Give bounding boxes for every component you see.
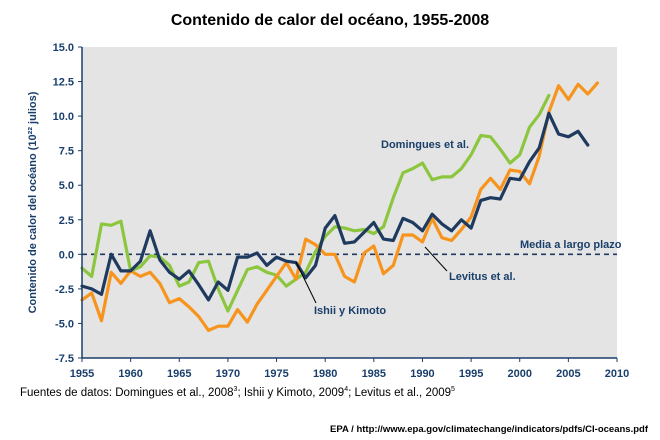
plot-area (82, 47, 617, 358)
y-tick-label: 15.0 (53, 42, 74, 54)
y-axis-label: Contenido de calor del océano (10²² juli… (27, 91, 39, 313)
series-line-levitus-et-al (80, 81, 600, 332)
sources-sup-1: 3 (233, 386, 238, 393)
x-tick-label: 1995 (459, 368, 483, 380)
y-tick-label: 10.0 (53, 111, 74, 123)
x-tick-label: 1955 (70, 368, 94, 380)
y-tick-label: -2.5 (55, 284, 74, 296)
sources-text-1: Fuentes de datos: Domingues et al., 2008 (20, 386, 234, 399)
x-tick-label: 1980 (313, 368, 337, 380)
y-tick-label: 7.5 (59, 146, 74, 158)
sources-text-3: ; Levitus et al., 2009 (348, 386, 452, 399)
x-tick-label: 2005 (556, 368, 580, 380)
reference-line-label: Media a largo plazo (520, 239, 622, 251)
annotation-ishii-pointer (295, 261, 317, 304)
y-tick-label: 12.5 (53, 77, 74, 89)
axes: -7.5 -5.0 -2.5 0.0 2.5 5.0 7.5 10.0 12.5 15.0 1955… (27, 42, 629, 380)
series-lines (80, 81, 600, 332)
sources-text-2: ; Ishii y Kimoto, 2009 (237, 386, 345, 399)
x-tick-label: 1975 (264, 368, 288, 380)
x-tick-label: 2010 (605, 368, 629, 380)
annotation-ishii: Ishii y Kimoto (314, 305, 386, 317)
data-sources: Fuentes de datos: Domingues et al., 2008… (20, 386, 455, 399)
x-tick-label: 1970 (216, 368, 240, 380)
x-tick-label: 1990 (410, 368, 434, 380)
x-tick-label: 1965 (167, 368, 191, 380)
credit-line: EPA / http://www.epa.gov/climatechange/i… (330, 424, 648, 435)
sources-sup-2: 4 (344, 386, 349, 393)
annotation-levitus-pointer (424, 246, 448, 272)
chart-title: Contenido de calor del océano, 1955-2008 (170, 12, 490, 29)
x-tick-label: 2000 (507, 368, 531, 380)
y-tick-label: -5.0 (55, 318, 74, 330)
y-tick-label: 0.0 (59, 249, 74, 261)
y-tick-label: 2.5 (59, 215, 74, 227)
annotations: Media a largo plazo Domingues et al. Levit… (295, 139, 622, 317)
y-tick-label: 5.0 (59, 180, 74, 192)
x-tick-label: 1985 (362, 368, 386, 380)
sources-sup-3: 5 (451, 386, 455, 393)
series-line-ishii-y-kimoto (80, 111, 590, 302)
x-tick-label: 1960 (118, 368, 142, 380)
y-tick-label: -7.5 (55, 353, 74, 365)
annotation-levitus: Levitus et al. (449, 271, 516, 283)
annotation-domingues: Domingues et al. (381, 139, 469, 151)
